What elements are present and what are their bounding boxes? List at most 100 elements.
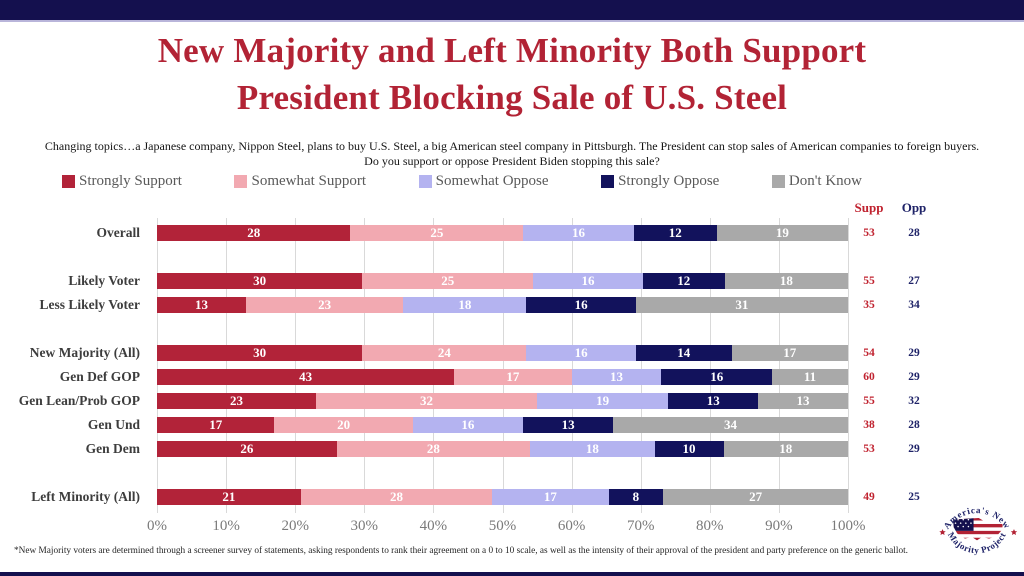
bar-segment-somewhat-oppose: 16 bbox=[526, 345, 636, 361]
bar-segment-strongly-oppose: 14 bbox=[635, 345, 732, 361]
row-label: Overall bbox=[96, 225, 141, 240]
gridline bbox=[433, 218, 435, 513]
bar-segment-somewhat-oppose: 17 bbox=[492, 489, 609, 505]
gridline bbox=[295, 218, 297, 513]
segment-value: 28 bbox=[426, 441, 440, 456]
stacked-bar: 21 28 17 8 27 bbox=[157, 489, 848, 505]
row-gap bbox=[0, 461, 1024, 485]
segment-value: 19 bbox=[596, 393, 610, 408]
bar-segment-strongly-oppose: 13 bbox=[523, 417, 614, 433]
bar-segment-strongly-oppose: 12 bbox=[633, 225, 717, 241]
table-row: Likely Voter 30 25 16 12 18 55 27 bbox=[0, 269, 1024, 293]
segment-value: 43 bbox=[299, 369, 313, 384]
row-label: Gen Und bbox=[87, 417, 140, 432]
segment-value: 28 bbox=[389, 489, 403, 504]
segment-value: 17 bbox=[506, 369, 520, 384]
bar-segment-don-t-know: 11 bbox=[771, 369, 848, 385]
row-label: Likely Voter bbox=[68, 273, 140, 288]
segment-value: 13 bbox=[561, 417, 575, 432]
supp-total: 49 bbox=[863, 491, 875, 503]
bar-segment-don-t-know: 18 bbox=[723, 441, 848, 457]
x-axis-tick: 30% bbox=[350, 518, 379, 534]
table-row: Overall 28 25 16 12 19 53 28 bbox=[0, 221, 1024, 245]
legend-swatch-icon bbox=[418, 174, 432, 188]
row-label: Left Minority (All) bbox=[31, 489, 140, 504]
supp-total: 53 bbox=[863, 443, 875, 455]
row-gap bbox=[0, 317, 1024, 341]
segment-value: 18 bbox=[779, 273, 793, 288]
bar-segment-somewhat-oppose: 18 bbox=[403, 297, 527, 313]
bar-segment-strongly-support: 28 bbox=[157, 225, 351, 241]
segment-value: 32 bbox=[419, 393, 433, 408]
title-line-2: President Blocking Sale of U.S. Steel bbox=[236, 78, 788, 117]
column-header-supp: Supp bbox=[854, 200, 884, 215]
segment-value: 23 bbox=[229, 393, 243, 408]
bar-segment-strongly-support: 30 bbox=[157, 345, 363, 361]
stacked-bar: 43 17 13 16 11 bbox=[157, 369, 848, 385]
supp-total: 38 bbox=[863, 419, 875, 431]
segment-value: 30 bbox=[253, 345, 267, 360]
segment-value: 28 bbox=[247, 225, 261, 240]
table-row: Less Likely Voter 13 23 18 16 31 35 34 bbox=[0, 293, 1024, 317]
bar-segment-somewhat-support: 25 bbox=[362, 273, 534, 289]
x-axis: 0% 10% 20% 30% 40% 50% 60% 70% 80% 90% 100% bbox=[0, 518, 1024, 542]
table-row: Gen Dem 26 28 18 10 18 53 29 bbox=[0, 437, 1024, 461]
stacked-bar: 23 32 19 13 13 bbox=[157, 393, 848, 409]
bar-segment-somewhat-support: 25 bbox=[350, 225, 524, 241]
segment-value: 16 bbox=[581, 273, 595, 288]
row-label: Gen Dem bbox=[85, 441, 140, 456]
segment-value: 31 bbox=[735, 297, 749, 312]
segment-value: 17 bbox=[783, 345, 797, 360]
segment-value: 12 bbox=[677, 273, 691, 288]
segment-value: 19 bbox=[775, 225, 789, 240]
bar-segment-somewhat-support: 17 bbox=[454, 369, 572, 385]
segment-value: 30 bbox=[253, 273, 267, 288]
footnote: *New Majority voters are determined thro… bbox=[14, 546, 908, 556]
segment-value: 16 bbox=[574, 297, 588, 312]
page-title: New Majority and Left Minority Both Supp… bbox=[0, 27, 1024, 121]
segment-value: 11 bbox=[803, 369, 817, 384]
bar-segment-don-t-know: 19 bbox=[716, 225, 848, 241]
x-axis-tick: 70% bbox=[626, 518, 655, 534]
segment-value: 20 bbox=[337, 417, 351, 432]
segment-value: 13 bbox=[706, 393, 720, 408]
table-row: Gen Und 17 20 16 13 34 38 28 bbox=[0, 413, 1024, 437]
segment-value: 12 bbox=[668, 225, 682, 240]
gridline bbox=[778, 218, 780, 513]
segment-value: 14 bbox=[677, 345, 691, 360]
legend-swatch-icon bbox=[62, 174, 75, 188]
gridline bbox=[157, 218, 158, 513]
bar-segment-somewhat-support: 28 bbox=[336, 441, 531, 457]
bar-segment-strongly-oppose: 13 bbox=[668, 393, 759, 409]
title-line-1: New Majority and Left Minority Both Supp… bbox=[157, 31, 867, 70]
opp-total: 25 bbox=[908, 491, 920, 503]
x-axis-tick: 10% bbox=[212, 518, 240, 534]
legend-item-strongly-oppose: Strongly Oppose bbox=[601, 173, 719, 190]
segment-value: 18 bbox=[458, 297, 472, 312]
star-right-icon bbox=[1010, 529, 1018, 535]
bar-segment-somewhat-oppose: 16 bbox=[523, 225, 634, 241]
legend-swatch-icon bbox=[234, 174, 248, 188]
segment-value: 13 bbox=[194, 297, 208, 312]
x-axis-tick: 100% bbox=[830, 518, 866, 534]
gridline bbox=[226, 218, 228, 513]
segment-value: 18 bbox=[585, 441, 599, 456]
row-gap bbox=[0, 245, 1024, 269]
bar-segment-strongly-support: 17 bbox=[157, 417, 275, 433]
bar-segment-somewhat-oppose: 18 bbox=[530, 441, 655, 457]
segment-value: 13 bbox=[610, 369, 623, 384]
legend-label: Somewhat Support bbox=[251, 172, 367, 189]
segment-value: 17 bbox=[543, 489, 557, 504]
bar-segment-somewhat-oppose: 13 bbox=[571, 369, 662, 385]
stacked-bar: 17 20 16 13 34 bbox=[157, 417, 848, 433]
bar-segment-somewhat-support: 32 bbox=[315, 393, 538, 409]
bar-segment-somewhat-support: 23 bbox=[245, 297, 404, 313]
segment-value: 34 bbox=[724, 417, 737, 432]
bar-segment-strongly-oppose: 10 bbox=[654, 441, 724, 457]
table-row: New Majority (All) 30 24 16 14 17 54 29 bbox=[0, 341, 1024, 365]
segment-value: 25 bbox=[441, 273, 455, 288]
legend-label: Strongly Support bbox=[79, 172, 182, 189]
table-row: Gen Def GOP 43 17 13 16 11 60 29 bbox=[0, 365, 1024, 389]
supp-total: 53 bbox=[863, 227, 875, 239]
supp-total: 35 bbox=[863, 299, 875, 311]
